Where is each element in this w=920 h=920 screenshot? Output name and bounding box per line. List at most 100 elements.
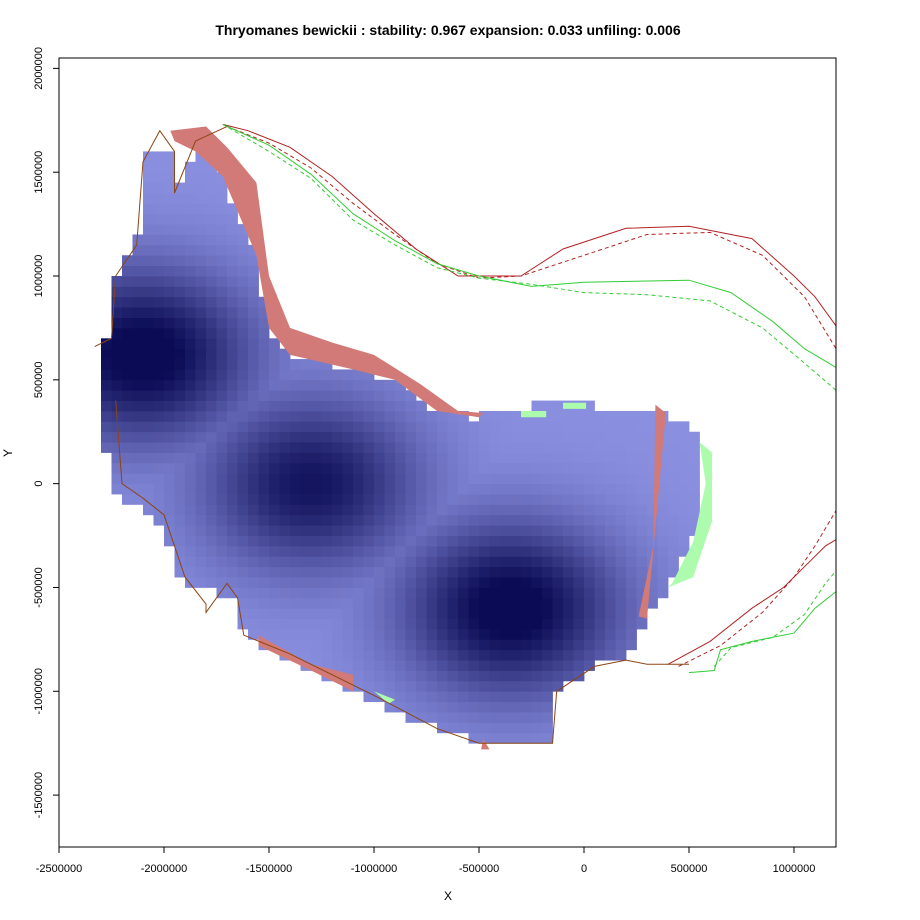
density-cell (248, 442, 259, 453)
density-cell (353, 535, 364, 547)
density-cell (563, 431, 574, 443)
density-cell (279, 566, 291, 578)
density-cell (164, 192, 175, 204)
density-cell (311, 587, 322, 599)
density-cell (216, 504, 228, 516)
density-cell (615, 462, 627, 474)
density-cell (185, 483, 196, 495)
density-cell (426, 410, 438, 422)
density-cell (395, 680, 406, 692)
density-cell (164, 307, 175, 318)
density-cell (206, 525, 217, 536)
density-cell (384, 514, 396, 526)
density-cell (269, 618, 280, 630)
density-cell (573, 649, 585, 661)
density-cell (195, 545, 207, 557)
density-cell (216, 359, 228, 370)
density-cell (174, 276, 186, 287)
density-cell (111, 442, 123, 453)
density-cell (615, 556, 627, 568)
density-cell (416, 462, 427, 474)
density-cell (258, 597, 270, 609)
density-cell (636, 535, 648, 547)
density-cell (542, 618, 553, 630)
density-cell (342, 577, 354, 588)
density-cell (132, 390, 144, 401)
density-cell (311, 628, 322, 640)
density-cell (321, 577, 333, 588)
density-cell (384, 660, 396, 671)
density-cell (332, 545, 343, 557)
density-cell (185, 203, 196, 215)
density-cell (342, 660, 354, 671)
density-cell (290, 566, 301, 578)
density-cell (227, 234, 238, 246)
density-cell (143, 348, 154, 360)
density-cell (279, 514, 291, 526)
density-cell (174, 182, 186, 194)
density-cell (174, 410, 186, 422)
density-cell (468, 712, 480, 723)
density-cell (122, 379, 133, 391)
density-cell (447, 691, 459, 703)
density-cell (248, 379, 259, 391)
density-cell (353, 680, 364, 692)
density-cell (689, 452, 700, 464)
range-outline (226, 126, 836, 349)
density-cell (174, 473, 186, 485)
density-cell (678, 535, 690, 547)
density-cell (647, 577, 658, 588)
density-cell (531, 701, 543, 713)
density-cell (332, 535, 343, 547)
density-cell (563, 639, 574, 651)
density-cell (185, 255, 196, 267)
density-cell (227, 244, 238, 256)
x-tick-label: -1500000 (246, 863, 293, 875)
density-cell (227, 369, 238, 381)
density-cell (374, 670, 385, 682)
density-cell (615, 483, 627, 495)
density-cell (374, 462, 385, 474)
density-cell (300, 535, 312, 547)
density-cell (363, 577, 375, 588)
density-cell (531, 577, 543, 588)
density-cell (542, 494, 553, 505)
density-cell (542, 452, 553, 464)
density-cell (458, 597, 469, 609)
plot-area (94, 123, 836, 750)
density-cell (374, 618, 385, 630)
density-cell (206, 452, 217, 464)
density-cell (615, 442, 627, 453)
density-cell (405, 597, 417, 609)
density-cell (195, 483, 207, 495)
density-cell (311, 442, 322, 453)
density-cell (227, 359, 238, 370)
density-cell (153, 421, 165, 433)
density-cell (143, 410, 154, 422)
density-cell (269, 338, 280, 350)
density-cell (384, 379, 396, 391)
density-cell (542, 608, 553, 620)
density-cell (216, 307, 228, 318)
density-cell (279, 348, 291, 360)
density-cell (447, 431, 459, 443)
density-cell (227, 494, 238, 505)
density-cell (542, 628, 553, 640)
density-cell (626, 639, 637, 651)
density-cell (594, 421, 606, 433)
density-cell (626, 452, 637, 464)
density-cell (563, 410, 574, 422)
density-cell (668, 494, 679, 505)
density-cell (111, 359, 123, 370)
density-cell (353, 462, 364, 474)
density-cell (164, 390, 175, 401)
density-cell (122, 307, 133, 318)
density-cell (164, 462, 175, 474)
density-cell (290, 514, 301, 526)
density-cell (395, 597, 406, 609)
density-cell (500, 504, 511, 516)
density-cell (531, 608, 543, 620)
density-cell (279, 587, 291, 599)
density-cell (248, 597, 259, 609)
density-cell (248, 608, 259, 620)
